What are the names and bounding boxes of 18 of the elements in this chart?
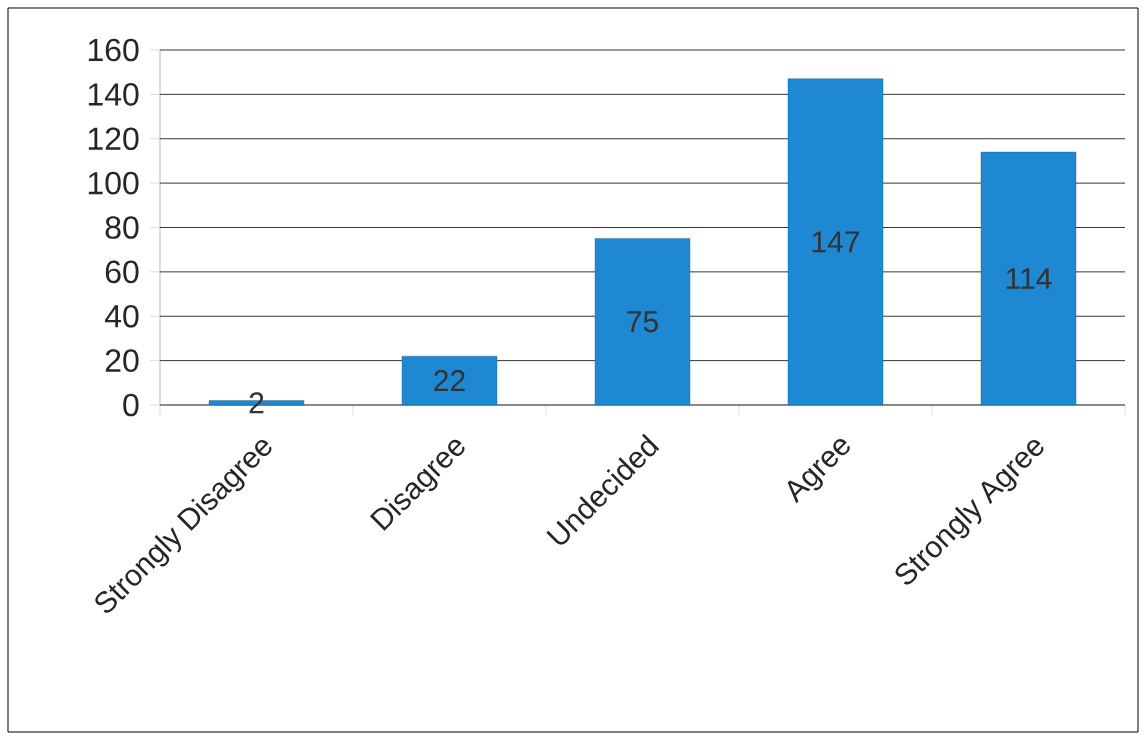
y-tick-label: 160: [88, 38, 139, 62]
bar: [401, 355, 498, 406]
bar: [980, 151, 1077, 406]
data-label: 75: [627, 311, 658, 333]
y-tick-label: 140: [88, 83, 139, 106]
y-tick-label: 0: [123, 393, 139, 417]
bar: [594, 238, 691, 406]
data-label: 22: [434, 370, 465, 392]
y-tick-label: 40: [104, 304, 139, 328]
y-tick-label: 100: [88, 171, 139, 195]
y-tick-label: 60: [105, 260, 139, 284]
data-label: 147: [812, 231, 860, 253]
y-tick-label: 80: [105, 216, 139, 239]
bar: [787, 78, 884, 406]
data-label: 2: [249, 392, 264, 414]
y-tick-label: 20: [105, 349, 139, 372]
y-tick-label: 120: [88, 127, 139, 151]
data-label: 114: [1006, 268, 1052, 289]
